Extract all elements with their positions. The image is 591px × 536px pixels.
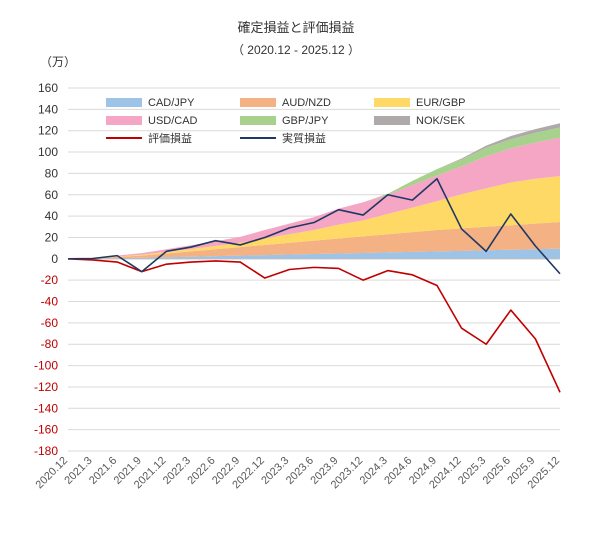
legend-label: 実質損益 — [282, 131, 326, 145]
legend-label: AUD/NZD — [282, 97, 331, 109]
y-tick-label: 40 — [45, 209, 59, 223]
y-tick-label: 80 — [45, 166, 59, 180]
legend-label: 評価損益 — [148, 131, 192, 145]
legend-label: CAD/JPY — [148, 97, 195, 109]
stacked-areas — [68, 123, 560, 260]
x-axis-ticks: 2020.122021.32021.62021.92021.122022.320… — [34, 455, 563, 492]
line-series — [67, 177, 561, 393]
y-tick-label: -60 — [41, 316, 59, 330]
legend-swatch — [374, 116, 410, 125]
y-tick-label: -40 — [41, 295, 59, 309]
y-tick-label: 60 — [45, 188, 59, 202]
area-eur-gbp — [68, 176, 560, 259]
y-tick-label: 140 — [38, 102, 58, 116]
legend-label: EUR/GBP — [416, 97, 466, 109]
legend: CAD/JPY AUD/NZD EUR/GBP USD/CAD GBP/JPY NOK/S… — [106, 97, 466, 145]
y-tick-label: 120 — [38, 124, 58, 138]
y-tick-label: 160 — [38, 81, 58, 95]
legend-swatch — [106, 98, 142, 107]
y-tick-label: -160 — [34, 423, 58, 437]
gridlines — [68, 87, 560, 452]
x-tick-label: 2020.12 — [34, 455, 71, 492]
y-tick-label: 20 — [45, 230, 59, 244]
legend-label: GBP/JPY — [282, 115, 329, 127]
y-tick-label: -100 — [34, 359, 58, 373]
legend-label: NOK/SEK — [416, 115, 466, 127]
legend-swatch — [240, 116, 276, 125]
y-axis-ticks: 160 140 120 100 80 60 40 20 0 -20 -40 -60 -80 -100 -12… — [34, 81, 58, 458]
y-tick-label: 100 — [38, 145, 58, 159]
area-gbp-jpy — [68, 127, 560, 259]
area-aud-nzd — [68, 221, 560, 259]
y-axis-unit-label: （万） — [40, 55, 76, 69]
legend-swatch — [240, 98, 276, 107]
line-unrealized-pl — [67, 258, 561, 393]
y-tick-label: 0 — [51, 252, 58, 266]
area-nok-sek — [68, 123, 560, 259]
legend-label: USD/CAD — [148, 115, 198, 127]
legend-swatch — [374, 98, 410, 107]
chart-subtitle: （ 2020.12 - 2025.12 ） — [232, 43, 360, 57]
area-cad-jpy — [68, 248, 560, 259]
y-tick-label: -140 — [34, 401, 58, 415]
y-tick-label: -80 — [41, 337, 59, 351]
area-usd-cad — [68, 137, 560, 259]
y-tick-label: -20 — [41, 273, 59, 287]
line-real-pl — [67, 177, 561, 275]
legend-swatch — [106, 116, 142, 125]
chart-title: 確定損益と評価損益 — [237, 20, 354, 35]
y-tick-label: -180 — [34, 444, 58, 458]
y-tick-label: -120 — [34, 380, 58, 394]
